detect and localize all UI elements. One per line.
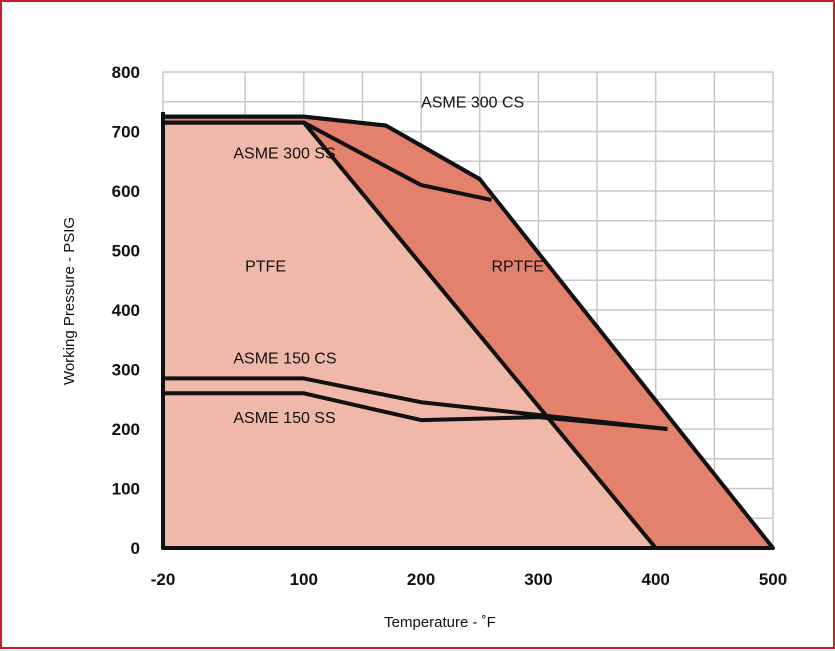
line-asme-150-cs — [163, 376, 668, 431]
rating-lines — [163, 114, 668, 431]
y-tick-label: 300 — [112, 361, 140, 380]
y-tick-label: 200 — [112, 420, 140, 439]
annotation-asme-300-ss: ASME 300 SS — [233, 145, 335, 162]
x-tick-label: 300 — [524, 570, 552, 589]
y-tick-label: 800 — [112, 63, 140, 82]
line-asme-300-cs — [163, 114, 481, 181]
y-tick-label: 400 — [112, 301, 140, 320]
x-tick-label: 200 — [407, 570, 435, 589]
annotation-rptfe: RPTFE — [491, 258, 543, 275]
y-axis-label: Working Pressure - PSIG — [61, 217, 78, 385]
y-tick-label: 500 — [112, 242, 140, 261]
y-tick-label: 600 — [112, 182, 140, 201]
y-tick-label: 700 — [112, 123, 140, 142]
annotation-asme-300-cs: ASME 300 CS — [421, 95, 524, 112]
annotation-ptfe: PTFE — [245, 258, 286, 275]
annotations: ASME 300 CS ASME 300 SS PTFE RPTFE ASME 150 … — [233, 95, 544, 427]
axes — [161, 112, 773, 550]
x-tick-labels: -20 100 200 300 400 500 — [151, 570, 787, 589]
y-tick-labels: 0 100 200 300 400 500 600 700 800 — [112, 63, 140, 558]
y-tick-label: 0 — [131, 539, 140, 558]
x-axis-label: Temperature - ˚F — [384, 614, 496, 631]
annotation-asme-150-ss: ASME 150 SS — [233, 410, 335, 427]
regions — [161, 114, 775, 550]
x-tick-label: 100 — [290, 570, 318, 589]
x-tick-label: 500 — [759, 570, 787, 589]
x-tick-label: -20 — [151, 570, 176, 589]
annotation-asme-150-cs: ASME 150 CS — [233, 351, 336, 368]
line-asme-150-ss — [163, 391, 668, 431]
line-asme-300-ss — [163, 120, 492, 202]
y-tick-label: 100 — [112, 480, 140, 499]
x-tick-label: 400 — [642, 570, 670, 589]
